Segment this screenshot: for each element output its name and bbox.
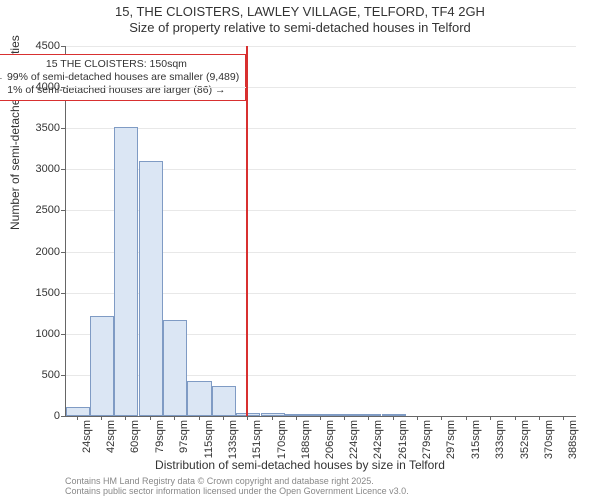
histogram-bar <box>285 414 309 416</box>
histogram-bar <box>261 413 285 416</box>
title-line1: 15, THE CLOISTERS, LAWLEY VILLAGE, TELFO… <box>0 4 600 20</box>
histogram-bar <box>357 414 381 416</box>
chart-container: 15, THE CLOISTERS, LAWLEY VILLAGE, TELFO… <box>0 0 600 500</box>
histogram-bar <box>163 320 187 416</box>
x-tick-label: 24sqm <box>81 420 93 468</box>
x-tick-label: 170sqm <box>276 420 288 468</box>
x-tick-label: 133sqm <box>227 420 239 468</box>
histogram-bar <box>66 407 90 416</box>
marker-line <box>246 46 248 416</box>
callout-line1: 15 THE CLOISTERS: 150sqm <box>0 58 239 71</box>
plot-area: 15 THE CLOISTERS: 150sqm ← 99% of semi-d… <box>65 46 576 417</box>
x-tick-label: 42sqm <box>105 420 117 468</box>
histogram-bar <box>212 386 236 416</box>
histogram-bar <box>333 414 357 416</box>
y-tick-label: 1500 <box>24 287 60 299</box>
x-tick-label: 333sqm <box>494 420 506 468</box>
y-tick-label: 0 <box>24 410 60 422</box>
footer: Contains HM Land Registry data © Crown c… <box>65 476 409 497</box>
histogram-bar <box>187 381 211 416</box>
y-tick-label: 1000 <box>24 328 60 340</box>
histogram-bar <box>90 316 114 416</box>
x-tick-label: 97sqm <box>178 420 190 468</box>
x-tick-label: 279sqm <box>421 420 433 468</box>
x-tick-label: 188sqm <box>300 420 312 468</box>
x-tick-label: 151sqm <box>251 420 263 468</box>
footer-line1: Contains HM Land Registry data © Crown c… <box>65 476 409 486</box>
y-tick-label: 2500 <box>24 204 60 216</box>
histogram-bar <box>114 127 138 416</box>
y-tick-label: 2000 <box>24 246 60 258</box>
x-tick-label: 79sqm <box>154 420 166 468</box>
y-tick-label: 3500 <box>24 122 60 134</box>
y-tick-label: 4000 <box>24 81 60 93</box>
title-block: 15, THE CLOISTERS, LAWLEY VILLAGE, TELFO… <box>0 0 600 37</box>
x-tick-label: 115sqm <box>203 420 215 468</box>
title-line2: Size of property relative to semi-detach… <box>0 20 600 36</box>
x-tick-label: 388sqm <box>567 420 579 468</box>
y-tick-label: 4500 <box>24 40 60 52</box>
x-tick-label: 206sqm <box>324 420 336 468</box>
x-tick-label: 242sqm <box>372 420 384 468</box>
footer-line2: Contains public sector information licen… <box>65 486 409 496</box>
x-tick-label: 352sqm <box>519 420 531 468</box>
x-tick-label: 297sqm <box>445 420 457 468</box>
x-tick-label: 315sqm <box>470 420 482 468</box>
y-tick-label: 3000 <box>24 163 60 175</box>
histogram-bar <box>382 414 406 416</box>
y-tick-label: 500 <box>24 369 60 381</box>
x-tick-label: 370sqm <box>543 420 555 468</box>
x-tick-label: 261sqm <box>397 420 409 468</box>
x-tick-label: 224sqm <box>348 420 360 468</box>
x-tick-label: 60sqm <box>129 420 141 468</box>
marker-callout: 15 THE CLOISTERS: 150sqm ← 99% of semi-d… <box>0 54 246 101</box>
histogram-bar <box>139 161 163 416</box>
